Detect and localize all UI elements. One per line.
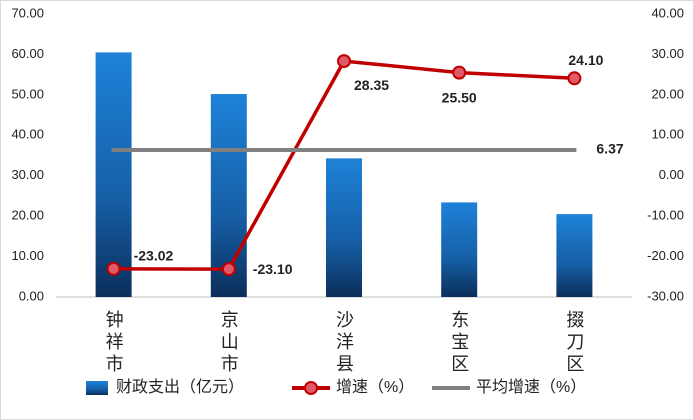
- data-label: 28.35: [354, 77, 389, 93]
- y-tick-label: 50.00: [11, 86, 44, 101]
- data-label: -23.02: [134, 247, 174, 263]
- y2-tick-label: -10.00: [647, 208, 684, 223]
- y-tick-label: 40.00: [11, 127, 44, 142]
- bar: [556, 214, 593, 297]
- marker: [337, 54, 351, 69]
- data-label: 25.50: [442, 89, 477, 105]
- data-label: -23.10: [253, 261, 293, 277]
- legend-label: 增速（%）: [336, 378, 414, 396]
- data-label: 6.37: [596, 141, 623, 157]
- legend-label: 财政支出（亿元）: [116, 378, 244, 396]
- y2-tick-label: 0.00: [659, 167, 684, 182]
- y2-tick-label: -30.00: [647, 288, 684, 303]
- legend-marker: [304, 381, 318, 395]
- x-tick-label: 掇刀区: [564, 310, 584, 376]
- y2-tick-label: 30.00: [651, 46, 684, 61]
- marker: [221, 262, 236, 277]
- bar: [441, 202, 478, 297]
- y2-tick-label: 40.00: [651, 5, 684, 20]
- y-tick-label: 20.00: [11, 208, 44, 223]
- y-tick-label: 10.00: [11, 248, 44, 263]
- data-label: 24.10: [568, 52, 603, 68]
- y-tick-label: 0.00: [19, 288, 44, 303]
- y-tick-label: 70.00: [11, 5, 44, 20]
- bar: [326, 158, 362, 297]
- legend-label: 平均增速（%）: [476, 378, 586, 396]
- y2-tick-label: 20.00: [651, 86, 684, 101]
- x-tick-label: 钟祥市: [104, 310, 124, 376]
- marker: [567, 71, 582, 86]
- y-tick-label: 30.00: [11, 167, 44, 182]
- x-tick-label: 京山市: [219, 310, 239, 376]
- x-tick-label: 沙洋县: [334, 310, 354, 376]
- x-tick-label: 东宝区: [449, 310, 469, 376]
- bar: [95, 52, 132, 298]
- marker: [452, 65, 467, 80]
- y2-tick-label: 10.00: [651, 127, 684, 142]
- marker: [106, 261, 121, 276]
- legend-swatch: [86, 381, 108, 395]
- y2-tick-label: -20.00: [647, 248, 684, 263]
- y-tick-label: 60.00: [11, 46, 44, 61]
